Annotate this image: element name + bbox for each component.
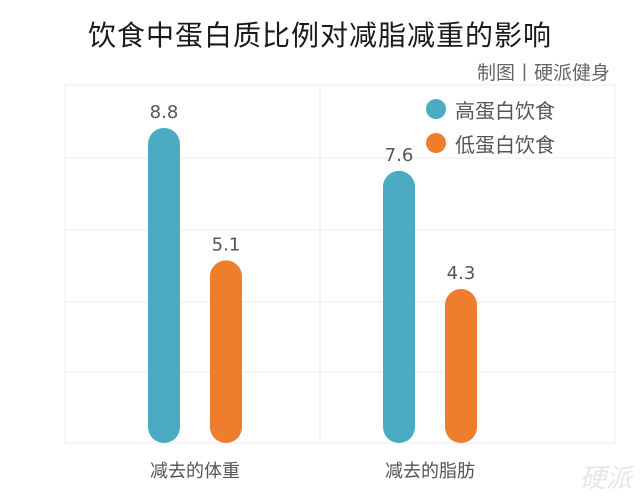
legend-swatch-high-protein: [426, 99, 446, 119]
data-label: 7.6: [385, 145, 414, 166]
bar-low-protein: [445, 289, 477, 443]
legend-label: 高蛋白饮食: [455, 98, 555, 123]
x-tick-label: 减去的体重: [150, 461, 240, 482]
chart-title: 饮食中蛋白质比例对减脂减重的影响: [87, 19, 552, 52]
chart-subtitle: 制图丨硬派健身: [476, 62, 610, 84]
legend-item-low-protein: 低蛋白饮食: [426, 126, 555, 160]
grid-lines: [64, 84, 616, 444]
bar-high-protein: [148, 127, 180, 444]
legend: 高蛋白饮食 低蛋白饮食: [426, 92, 555, 160]
data-label: 8.8: [150, 102, 179, 123]
x-tick-label: 减去的脂肪: [385, 461, 475, 482]
bar-high-protein: [383, 170, 415, 444]
data-label: 4.3: [447, 263, 476, 284]
data-label: 5.1: [212, 234, 241, 255]
watermark-logo: 硬派: [579, 464, 632, 494]
legend-item-high-protein: 高蛋白饮食: [426, 92, 555, 126]
legend-swatch-low-protein: [426, 133, 446, 153]
bars: 8.8 5.1 7.6 4.3: [148, 102, 477, 444]
legend-label: 低蛋白饮食: [455, 132, 555, 157]
x-axis-labels: 减去的体重 减去的脂肪: [150, 461, 475, 482]
bar-low-protein: [210, 260, 242, 443]
